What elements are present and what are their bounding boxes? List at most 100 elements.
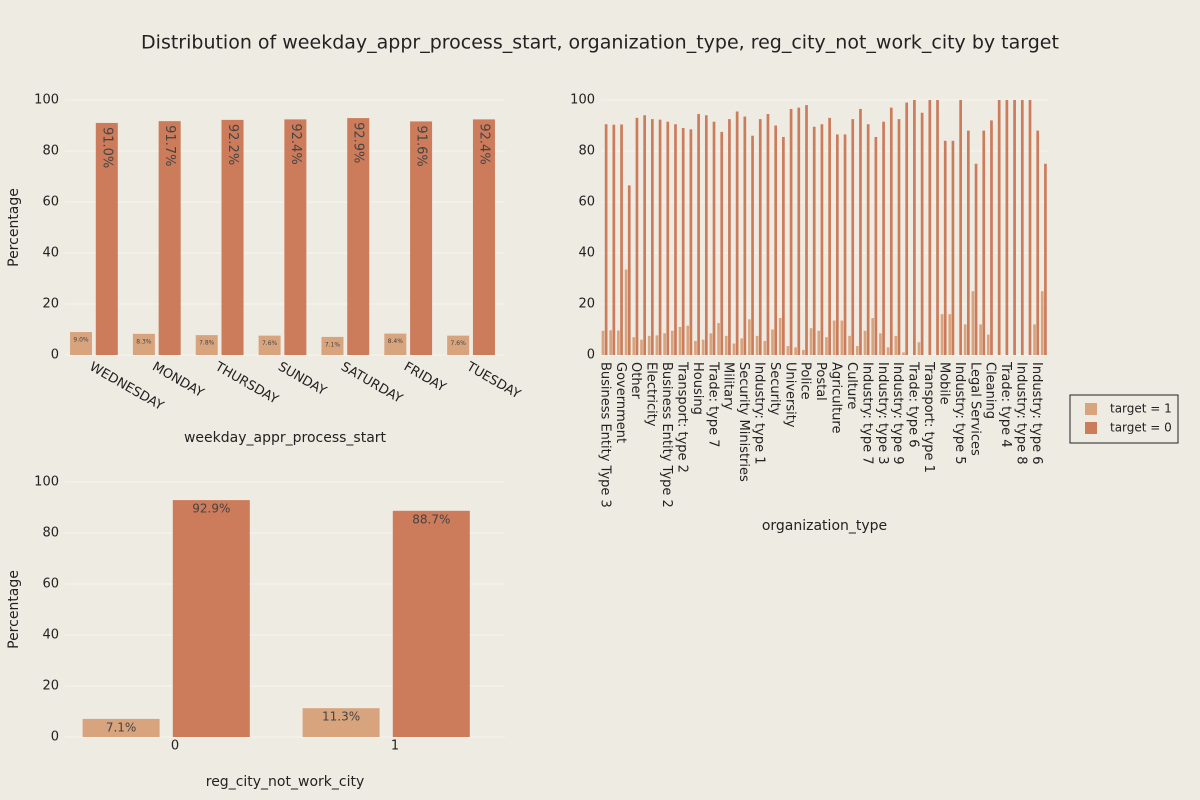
bar bbox=[755, 335, 759, 355]
bar bbox=[809, 328, 813, 355]
bar bbox=[701, 339, 705, 355]
bar bbox=[774, 125, 778, 355]
bar bbox=[820, 124, 824, 355]
bar bbox=[748, 319, 751, 355]
value-label: 7.1% bbox=[325, 341, 341, 348]
bar bbox=[882, 121, 885, 355]
x-tick-label: Industry: type 9 bbox=[890, 362, 905, 464]
bar bbox=[604, 124, 608, 355]
bar bbox=[643, 115, 647, 355]
bar bbox=[940, 314, 944, 355]
bar bbox=[920, 112, 924, 355]
value-label: 88.7% bbox=[412, 512, 450, 526]
bar bbox=[617, 330, 620, 355]
x-tick-label: Business Entity Type 2 bbox=[659, 362, 674, 508]
legend-label: target = 1 bbox=[1110, 402, 1172, 416]
value-label: 92.9% bbox=[351, 122, 366, 163]
bar bbox=[997, 100, 1001, 355]
bar bbox=[158, 121, 181, 355]
bar bbox=[697, 114, 700, 356]
bar bbox=[828, 117, 831, 355]
y-tick-label: 100 bbox=[570, 93, 595, 108]
bar bbox=[635, 117, 639, 355]
bar bbox=[886, 347, 890, 355]
y-tick-label: 0 bbox=[51, 348, 59, 363]
y-tick-label: 60 bbox=[578, 195, 595, 210]
x-tick-label: Industry: type 3 bbox=[875, 362, 890, 464]
bar bbox=[655, 335, 659, 355]
bar bbox=[1036, 130, 1040, 355]
bar bbox=[951, 140, 955, 355]
bar bbox=[1013, 100, 1016, 355]
y-tick-label: 60 bbox=[42, 577, 59, 592]
x-axis-title: organization_type bbox=[762, 518, 887, 534]
value-label: 7.1% bbox=[106, 720, 137, 734]
bar bbox=[866, 124, 870, 355]
bar bbox=[720, 131, 724, 355]
bar bbox=[609, 330, 613, 355]
bar bbox=[221, 119, 244, 355]
bar bbox=[778, 318, 782, 355]
bar bbox=[82, 718, 160, 737]
bar bbox=[913, 100, 916, 355]
value-label: 92.4% bbox=[288, 123, 303, 164]
bar bbox=[743, 116, 747, 355]
value-label: 91.6% bbox=[414, 125, 429, 166]
x-tick-label: Electricity bbox=[644, 362, 659, 427]
bar bbox=[1028, 100, 1032, 355]
value-label: 8.4% bbox=[388, 338, 404, 345]
legend-swatch bbox=[1085, 403, 1097, 415]
figure-title: Distribution of weekday_appr_process_sta… bbox=[141, 32, 1059, 54]
x-tick-label: Industry: type 1 bbox=[751, 362, 766, 464]
x-tick-label: Agriculture bbox=[829, 362, 844, 434]
bar bbox=[840, 320, 844, 355]
bar bbox=[666, 121, 670, 355]
y-axis-title: Percentage bbox=[6, 188, 22, 267]
bar bbox=[967, 130, 970, 355]
y-tick-label: 100 bbox=[34, 93, 59, 108]
bar bbox=[1005, 100, 1009, 355]
bar bbox=[70, 332, 93, 355]
bar bbox=[709, 333, 713, 355]
x-tick-label: Transport: type 2 bbox=[674, 361, 689, 473]
bar bbox=[447, 335, 470, 355]
x-tick-label: Security Ministries bbox=[736, 362, 751, 482]
bar bbox=[917, 342, 921, 355]
bar bbox=[805, 105, 808, 355]
bar bbox=[801, 349, 805, 355]
value-label: 91.7% bbox=[162, 125, 177, 166]
bar bbox=[871, 318, 875, 355]
bar bbox=[879, 333, 882, 355]
bar bbox=[990, 120, 993, 356]
bar bbox=[686, 325, 690, 355]
bar bbox=[740, 338, 744, 355]
bar bbox=[848, 335, 851, 355]
bar bbox=[732, 343, 736, 355]
bar bbox=[302, 708, 380, 737]
y-tick-label: 40 bbox=[42, 628, 59, 643]
y-tick-label: 0 bbox=[51, 730, 59, 745]
bar bbox=[766, 114, 770, 356]
bar bbox=[658, 119, 662, 355]
bar bbox=[284, 119, 307, 355]
value-label: 92.9% bbox=[192, 502, 230, 516]
bar bbox=[694, 340, 697, 355]
bar bbox=[1033, 324, 1036, 355]
bar bbox=[640, 339, 643, 355]
bar bbox=[384, 333, 407, 355]
y-tick-label: 80 bbox=[42, 526, 59, 541]
x-tick-label: 1 bbox=[391, 739, 399, 754]
bar bbox=[863, 330, 867, 355]
y-axis-title: Percentage bbox=[6, 570, 22, 649]
value-label: 7.6% bbox=[451, 340, 467, 347]
y-tick-label: 40 bbox=[42, 246, 59, 261]
bar bbox=[825, 337, 828, 355]
y-tick-label: 0 bbox=[587, 348, 595, 363]
bar bbox=[889, 107, 893, 356]
x-tick-label: Police bbox=[798, 362, 813, 400]
y-tick-label: 20 bbox=[42, 679, 59, 694]
bar bbox=[95, 122, 118, 355]
bar bbox=[410, 121, 433, 355]
y-tick-label: 80 bbox=[578, 144, 595, 159]
